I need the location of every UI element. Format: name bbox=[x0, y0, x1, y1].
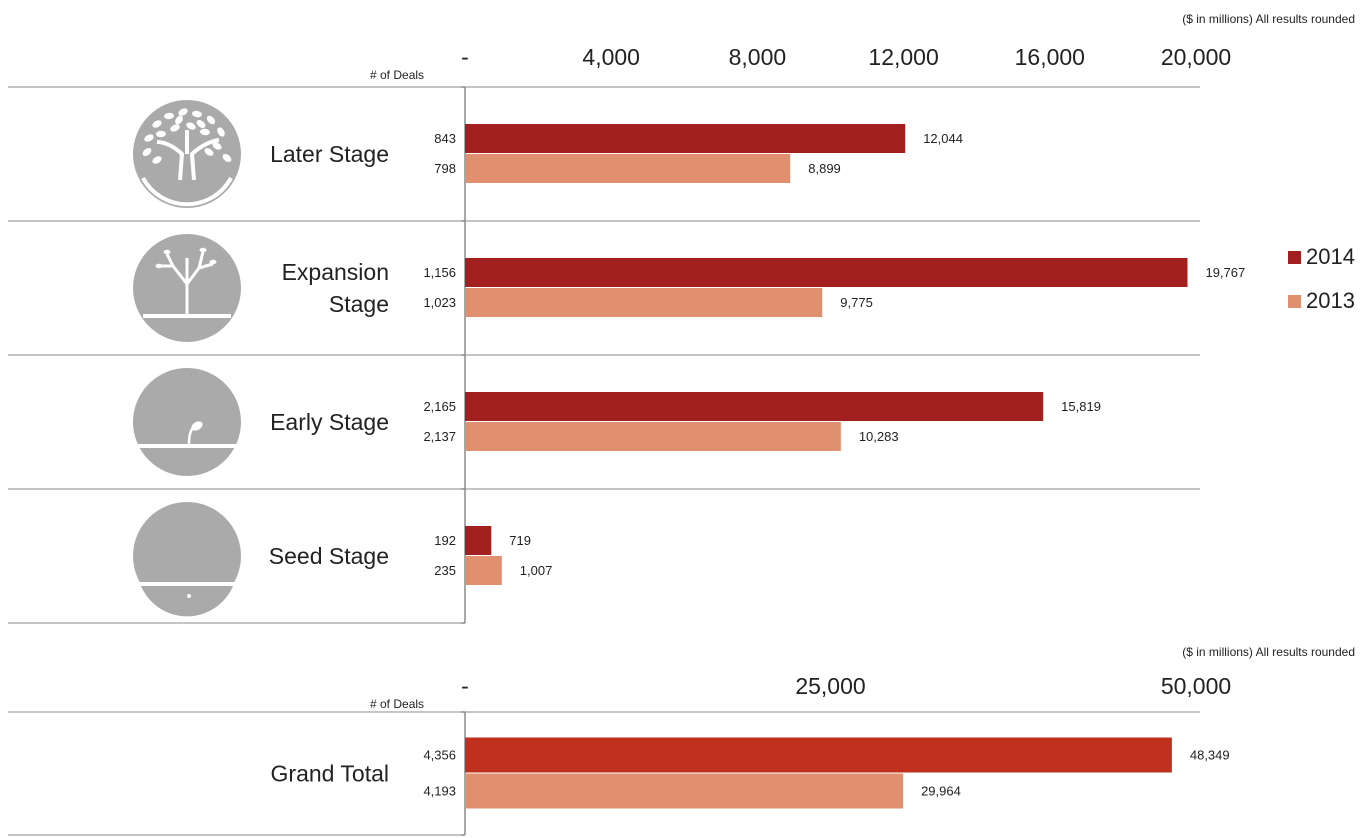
legend-label-2013: 2013 bbox=[1306, 288, 1355, 313]
bar-value-label: 719 bbox=[509, 533, 531, 548]
bar-value-label: 9,775 bbox=[840, 295, 873, 310]
bar-value-label: 10,283 bbox=[859, 429, 899, 444]
deal-count-label: 4,356 bbox=[423, 748, 456, 763]
deal-count-label: 1,156 bbox=[423, 265, 456, 280]
young-tree-icon bbox=[133, 234, 241, 342]
bar-2014 bbox=[465, 258, 1188, 287]
category-label: Grand Total bbox=[271, 761, 389, 787]
sprout-icon bbox=[133, 368, 241, 476]
top-deals-header: # of Deals bbox=[370, 68, 425, 82]
bar-2014 bbox=[465, 737, 1172, 773]
axis-tick-label: 4,000 bbox=[582, 44, 640, 70]
mature-tree-icon bbox=[133, 100, 241, 208]
bottom-unit-note: ($ in millions) All results rounded bbox=[1182, 645, 1355, 659]
deal-count-label: 1,023 bbox=[423, 295, 456, 310]
legend-item-2013: 2013 bbox=[1288, 288, 1355, 314]
legend-swatch-2013 bbox=[1288, 294, 1301, 308]
bar-2014 bbox=[465, 526, 492, 555]
axis-tick-label: 16,000 bbox=[1015, 44, 1085, 70]
deal-count-label: 2,165 bbox=[423, 399, 456, 414]
seed-icon bbox=[133, 502, 241, 622]
deal-count-label: 2,137 bbox=[423, 429, 456, 444]
bar-value-label: 1,007 bbox=[520, 563, 553, 578]
axis-tick-label: - bbox=[461, 673, 469, 699]
axis-tick-label: 25,000 bbox=[795, 673, 865, 699]
bar-2013 bbox=[465, 154, 791, 183]
deal-count-label: 235 bbox=[434, 563, 456, 578]
category-label: Later Stage bbox=[270, 141, 389, 167]
bar-value-label: 48,349 bbox=[1190, 748, 1230, 763]
deal-count-label: 798 bbox=[434, 161, 456, 176]
bar-value-label: 29,964 bbox=[921, 784, 961, 799]
bar-value-label: 12,044 bbox=[923, 131, 963, 146]
bar-value-label: 8,899 bbox=[808, 161, 841, 176]
axis-tick-label: 50,000 bbox=[1161, 673, 1231, 699]
deal-count-label: 192 bbox=[434, 533, 456, 548]
bar-value-label: 15,819 bbox=[1061, 399, 1101, 414]
category-label: Early Stage bbox=[270, 409, 389, 435]
category-label: Stage bbox=[329, 291, 389, 317]
bar-2013 bbox=[465, 773, 904, 809]
bar-2013 bbox=[465, 288, 823, 317]
category-label: Expansion bbox=[282, 259, 389, 285]
axis-tick-label: 8,000 bbox=[729, 44, 787, 70]
bar-2013 bbox=[465, 556, 502, 585]
bar-value-label: 19,767 bbox=[1205, 265, 1245, 280]
deal-count-label: 843 bbox=[434, 131, 456, 146]
top-unit-note: ($ in millions) All results rounded bbox=[1182, 12, 1355, 26]
legend-label-2014: 2014 bbox=[1306, 244, 1355, 269]
axis-tick-label: 20,000 bbox=[1161, 44, 1231, 70]
axis-tick-label: 12,000 bbox=[868, 44, 938, 70]
bar-2013 bbox=[465, 422, 841, 451]
bar-2014 bbox=[465, 124, 906, 153]
legend-item-2014: 2014 bbox=[1288, 244, 1355, 270]
bar-2014 bbox=[465, 392, 1044, 421]
deal-count-label: 4,193 bbox=[423, 784, 456, 799]
category-label: Seed Stage bbox=[269, 543, 389, 569]
axis-tick-label: - bbox=[461, 44, 469, 70]
legend-swatch-2014 bbox=[1288, 250, 1301, 264]
bottom-deals-header: # of Deals bbox=[370, 697, 425, 711]
